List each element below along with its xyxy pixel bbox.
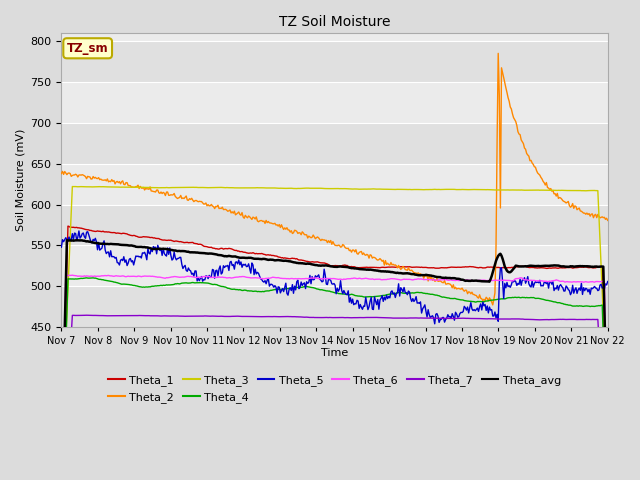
Theta_avg	[321, 263, 329, 268]
Theta_3	[321, 186, 329, 192]
Theta_3	[58, 438, 65, 444]
Theta_2	[508, 106, 515, 112]
Theta_avg	[604, 435, 612, 441]
Theta_2	[489, 302, 497, 308]
Theta_3	[604, 415, 612, 420]
Theta_6	[355, 276, 362, 281]
Theta_7	[83, 312, 90, 318]
Theta_7	[384, 315, 392, 321]
Theta_5	[604, 278, 612, 284]
Theta_1	[384, 264, 392, 270]
Theta_6	[604, 434, 612, 440]
Theta_3	[355, 186, 362, 192]
Theta_4	[321, 288, 329, 293]
Line: Theta_7: Theta_7	[61, 315, 608, 480]
Theta_5	[321, 272, 329, 278]
Bar	[61, 245, 608, 286]
Theta_5	[58, 244, 65, 250]
Theta_avg	[58, 464, 65, 470]
Theta_1	[592, 265, 600, 271]
Line: Theta_6: Theta_6	[61, 275, 608, 480]
Theta_6	[384, 276, 392, 282]
Theta_6	[506, 278, 514, 284]
Theta_1	[321, 260, 329, 266]
Y-axis label: Soil Moisture (mV): Soil Moisture (mV)	[15, 129, 25, 231]
Theta_3	[318, 185, 326, 191]
Line: Theta_2: Theta_2	[61, 53, 608, 305]
Theta_2	[593, 215, 600, 220]
Theta_5	[75, 228, 83, 234]
Theta_6	[592, 279, 600, 285]
Theta_7	[592, 317, 600, 323]
Line: Theta_5: Theta_5	[61, 231, 608, 324]
Theta_4	[318, 287, 326, 293]
Bar	[61, 286, 608, 327]
Theta_4	[384, 292, 392, 298]
Line: Theta_3: Theta_3	[61, 187, 608, 441]
Theta_2	[353, 251, 361, 256]
Line: Theta_1: Theta_1	[61, 226, 608, 460]
Theta_3	[384, 186, 392, 192]
Theta_3	[592, 188, 600, 193]
Theta_4	[506, 295, 514, 300]
Theta_avg	[384, 269, 392, 275]
Theta_4	[355, 293, 362, 299]
Bar	[61, 82, 608, 123]
Bar	[61, 0, 608, 41]
X-axis label: Time: Time	[321, 348, 348, 358]
Theta_5	[318, 279, 326, 285]
Theta_7	[318, 315, 326, 321]
Theta_5	[431, 321, 438, 327]
Theta_2	[58, 171, 65, 177]
Theta_2	[320, 237, 328, 243]
Theta_1	[355, 265, 362, 271]
Theta_3	[506, 187, 514, 193]
Bar	[61, 164, 608, 204]
Theta_4	[604, 464, 612, 470]
Theta_6	[318, 276, 326, 282]
Theta_5	[355, 298, 362, 304]
Legend: Theta_1, Theta_2, Theta_3, Theta_4, Theta_5, Theta_6, Theta_7, Theta_avg: Theta_1, Theta_2, Theta_3, Theta_4, Thet…	[104, 371, 565, 407]
Theta_5	[508, 282, 515, 288]
Bar	[61, 123, 608, 164]
Theta_7	[506, 316, 514, 322]
Theta_3	[68, 184, 76, 190]
Theta_1	[58, 457, 65, 463]
Theta_1	[604, 443, 612, 449]
Theta_4	[592, 303, 600, 309]
Theta_avg	[63, 238, 70, 243]
Theta_7	[355, 315, 362, 321]
Theta_7	[321, 314, 329, 320]
Theta_avg	[318, 263, 326, 268]
Line: Theta_4: Theta_4	[61, 278, 608, 480]
Theta_5	[384, 296, 392, 301]
Title: TZ Soil Moisture: TZ Soil Moisture	[279, 15, 390, 29]
Theta_2	[494, 50, 502, 56]
Theta_6	[68, 272, 76, 278]
Theta_6	[321, 276, 329, 282]
Theta_2	[604, 217, 612, 223]
Bar	[61, 41, 608, 82]
Theta_2	[383, 262, 390, 267]
Theta_1	[506, 265, 514, 271]
Text: TZ_sm: TZ_sm	[67, 42, 109, 55]
Theta_1	[318, 260, 326, 266]
Theta_5	[593, 286, 600, 291]
Line: Theta_avg: Theta_avg	[61, 240, 608, 467]
Theta_1	[64, 223, 72, 229]
Theta_4	[90, 275, 97, 281]
Bar	[61, 204, 608, 245]
Theta_avg	[506, 269, 514, 275]
Theta_2	[317, 238, 324, 243]
Theta_avg	[592, 264, 600, 269]
Theta_avg	[355, 266, 362, 272]
